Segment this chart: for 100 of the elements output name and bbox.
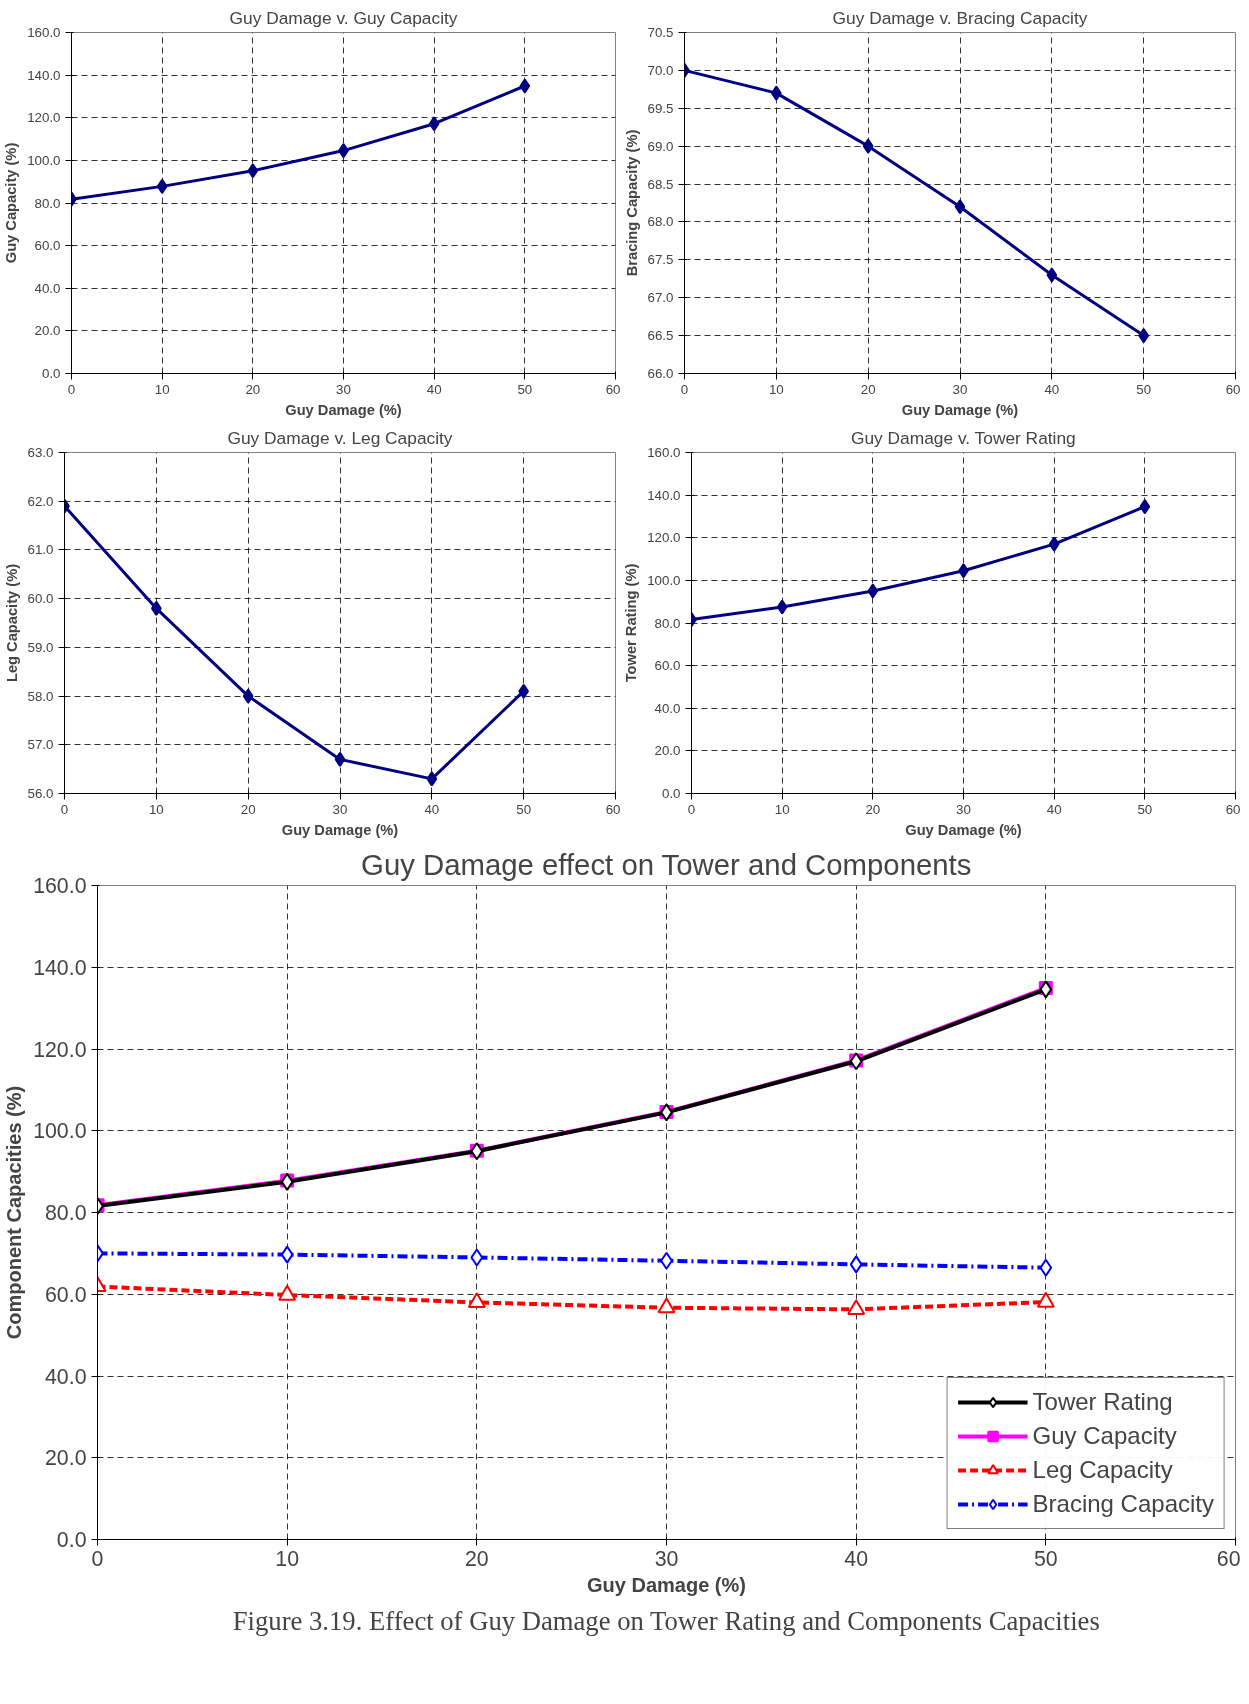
x-axis-title: Guy Damage (%) bbox=[905, 821, 1022, 838]
y-tick-label: 61.0 bbox=[27, 542, 54, 558]
y-axis-title: Guy Capacity (%) bbox=[3, 142, 20, 264]
x-tick-label: 20 bbox=[860, 381, 876, 397]
point bbox=[1048, 536, 1060, 552]
y-tick-label: 0.0 bbox=[56, 1528, 87, 1552]
point bbox=[1046, 267, 1058, 283]
y-tick-label: 68.5 bbox=[647, 176, 674, 192]
point bbox=[470, 1248, 484, 1267]
y-tick-label: 120.0 bbox=[33, 1037, 87, 1062]
y-tick-label: 60.0 bbox=[27, 591, 54, 607]
chart-title: Guy Damage v. Guy Capacity bbox=[229, 7, 458, 28]
point bbox=[467, 1292, 486, 1309]
y-tick-label: 100.0 bbox=[27, 152, 61, 168]
x-tick-label: 50 bbox=[516, 801, 532, 817]
point bbox=[954, 199, 966, 215]
y-tick-label: 160.0 bbox=[27, 25, 61, 40]
x-tick-label: 20 bbox=[865, 801, 881, 817]
y-tick-label: 0.0 bbox=[661, 786, 681, 801]
x-tick-label: 60 bbox=[605, 801, 621, 817]
chart-title: Guy Damage effect on Tower and Components bbox=[361, 847, 972, 881]
x-tick-label: 20 bbox=[464, 1546, 489, 1571]
x-tick-label: 30 bbox=[956, 801, 971, 817]
chart-title: Guy Damage v. Bracing Capacity bbox=[832, 7, 1088, 28]
point bbox=[776, 599, 788, 615]
x-tick-label: 10 bbox=[148, 801, 164, 817]
point bbox=[1039, 1258, 1053, 1277]
chart-title: Guy Damage v. Tower Rating bbox=[850, 427, 1076, 448]
x-axis-title: Guy Damage (%) bbox=[901, 401, 1019, 418]
x-tick-label: 0 bbox=[687, 801, 696, 817]
y-tick-label: 60.0 bbox=[34, 238, 61, 254]
y-tick-label: 140.0 bbox=[33, 955, 87, 980]
point bbox=[242, 688, 254, 704]
y-tick-label: 59.0 bbox=[27, 639, 54, 655]
y-tick-label: 69.5 bbox=[647, 100, 674, 116]
y-tick-label: 80.0 bbox=[654, 615, 681, 631]
x-tick-label: 60 bbox=[1216, 1546, 1241, 1571]
point bbox=[867, 583, 879, 599]
y-tick-label: 60.0 bbox=[44, 1282, 87, 1307]
x-tick-label: 40 bbox=[426, 381, 442, 397]
x-tick-label: 60 bbox=[605, 381, 621, 397]
point bbox=[156, 178, 168, 194]
y-axis-title: Component Capacities (%) bbox=[3, 1085, 26, 1340]
x-tick-label: 30 bbox=[654, 1546, 679, 1571]
point bbox=[1139, 499, 1151, 515]
y-tick-label: 80.0 bbox=[34, 195, 61, 211]
y-tick-label: 80.0 bbox=[44, 1201, 87, 1225]
y-tick-label: 67.0 bbox=[647, 290, 674, 306]
point bbox=[334, 751, 346, 767]
point bbox=[1036, 1291, 1055, 1308]
y-tick-label: 20.0 bbox=[44, 1446, 87, 1471]
point bbox=[519, 78, 531, 94]
point bbox=[847, 1299, 866, 1315]
y-tick-label: 66.5 bbox=[647, 328, 674, 344]
x-tick-label: 40 bbox=[844, 1546, 869, 1571]
y-tick-label: 40.0 bbox=[34, 280, 61, 296]
y-tick-label: 40.0 bbox=[654, 700, 681, 716]
point bbox=[280, 1245, 294, 1264]
x-tick-label: 40 bbox=[1046, 801, 1062, 817]
x-tick-label: 30 bbox=[336, 381, 351, 397]
x-axis-title: Guy Damage (%) bbox=[587, 1573, 746, 1596]
y-tick-label: 68.0 bbox=[647, 214, 674, 230]
y-tick-label: 67.5 bbox=[647, 252, 674, 268]
legend-label: Tower Rating bbox=[1032, 1388, 1173, 1416]
x-tick-label: 0 bbox=[67, 381, 76, 397]
point bbox=[849, 1255, 863, 1274]
x-tick-label: 30 bbox=[952, 381, 968, 397]
y-tick-label: 66.0 bbox=[647, 366, 674, 381]
y-tick-label: 0.0 bbox=[41, 366, 61, 381]
point bbox=[657, 1297, 676, 1314]
x-tick-label: 50 bbox=[1137, 801, 1153, 817]
point bbox=[426, 771, 438, 787]
y-tick-label: 56.0 bbox=[27, 786, 54, 801]
y-tick-label: 160.0 bbox=[647, 445, 681, 460]
x-tick-label: 50 bbox=[517, 381, 533, 397]
y-axis-title: Tower Rating (%) bbox=[623, 563, 640, 683]
y-tick-label: 20.0 bbox=[654, 743, 681, 759]
legend-label: Guy Capacity bbox=[1032, 1422, 1177, 1450]
y-tick-label: 140.0 bbox=[647, 487, 681, 503]
point bbox=[278, 1284, 297, 1301]
x-tick-label: 0 bbox=[91, 1546, 104, 1571]
x-tick-label: 10 bbox=[768, 381, 784, 397]
y-tick-label: 120.0 bbox=[647, 530, 681, 546]
y-tick-label: 140.0 bbox=[27, 67, 61, 83]
x-tick-label: 10 bbox=[774, 801, 790, 817]
legend-label: Bracing Capacity bbox=[1032, 1490, 1214, 1518]
y-tick-label: 63.0 bbox=[27, 445, 54, 460]
x-axis-title: Guy Damage (%) bbox=[281, 821, 399, 838]
y-tick-label: 120.0 bbox=[27, 110, 61, 126]
x-tick-label: 40 bbox=[424, 801, 440, 817]
x-tick-label: 50 bbox=[1136, 381, 1152, 397]
y-tick-label: 20.0 bbox=[34, 323, 61, 339]
y-tick-label: 60.0 bbox=[654, 658, 681, 674]
x-tick-label: 40 bbox=[1044, 381, 1060, 397]
y-tick-label: 100.0 bbox=[33, 1119, 87, 1144]
x-tick-label: 20 bbox=[245, 381, 261, 397]
x-tick-label: 60 bbox=[1225, 381, 1241, 397]
chart-title: Guy Damage v. Leg Capacity bbox=[227, 427, 453, 448]
caption: Figure 3.19. Effect of Guy Damage on Tower Rating and Components Capacities bbox=[232, 1605, 1100, 1636]
x-axis-title: Guy Damage (%) bbox=[285, 401, 402, 418]
